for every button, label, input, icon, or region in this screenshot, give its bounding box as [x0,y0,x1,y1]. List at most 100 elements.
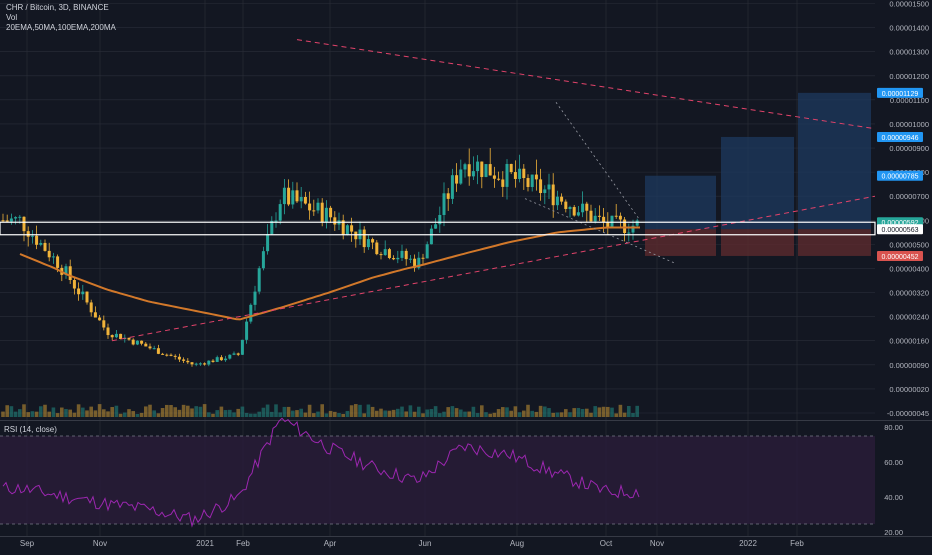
volume-bar [181,404,186,417]
candle-body [219,357,223,361]
candle-body [366,239,370,248]
candle-body [492,175,496,179]
candle-body [148,346,152,349]
candle-body [362,229,366,248]
candle-body [308,203,312,211]
time-tick-label: 2021 [196,539,214,548]
entry-zone-box [0,221,876,236]
candle-body [47,250,51,258]
wedge-upper-line [555,102,641,221]
candle-body [30,235,34,237]
volume-bar [370,406,375,417]
moving-average-line [19,226,640,321]
price-tick-label: -0.00000045 [887,409,929,418]
volume-bar [408,405,413,417]
candle-body [236,353,240,355]
volume-bar [417,406,421,417]
candle-body [593,215,597,222]
volume-bar [534,411,539,417]
candle-body [497,178,501,180]
volume-bar [211,413,215,417]
candle-body [282,187,286,205]
volume-bar [60,407,64,417]
volume-bar [76,404,81,417]
volume-bar [316,411,320,417]
candle-body [249,304,253,322]
volume-bar [303,412,308,417]
volume-bar [148,404,152,417]
candle-body [257,268,261,292]
candle-body [316,202,320,211]
candle-body [446,193,450,199]
volume-bar [576,407,581,417]
rsi-tick-label: 20.00 [884,528,903,537]
candle-body [77,288,81,295]
price-tag-label: 0.00000592 [882,220,919,227]
candle-body [64,266,68,275]
volume-bar [396,408,400,417]
candle-body [438,214,442,225]
candle-body [568,207,572,209]
long-stop-zone [721,229,794,256]
candle-body [182,359,186,361]
volume-bar [110,407,114,417]
volume-bar [274,404,278,417]
candle-body [165,354,169,356]
volume-bar [421,413,425,417]
candle-body [102,320,106,328]
time-tick-label: 2022 [739,539,757,548]
price-tick-label: 0.00000240 [889,313,929,322]
candle-body [224,358,228,361]
candle-body [484,164,488,177]
candle-body [345,225,349,235]
long-target-zone [721,136,794,230]
price-tag-label: 0.00000946 [882,135,919,142]
volume-bar [18,409,22,417]
volume-bar [291,410,295,417]
volume-bar [328,410,333,417]
volume-bar [249,413,253,417]
volume-bar [282,406,287,417]
moving-average-label: 20EMA,50MA,100EMA,200MA [6,23,116,32]
volume-bar [127,409,131,417]
volume-bar [114,405,119,417]
volume-bar [160,407,165,417]
candle-body [501,179,505,187]
candle-body [43,242,47,251]
candle-body [350,225,354,232]
candle-body [434,224,438,229]
volume-bar [228,409,232,417]
volume-bar [97,404,102,417]
candle-body [488,164,492,176]
volume-bar [580,408,585,417]
candle-body [589,210,593,222]
rsi-band [0,436,875,524]
volume-bar [480,405,484,417]
volume-bar [307,404,312,417]
volume-bar [93,410,98,417]
candle-body [173,355,177,357]
candle-body [114,333,118,338]
volume-bar [345,410,350,417]
volume-bar [123,412,127,417]
candle-body [371,239,375,243]
candle-body [383,249,387,256]
volume-bar [526,404,530,417]
volume-bar [631,413,635,417]
candle-body [119,333,123,340]
volume-bar [551,412,555,417]
volume-bar [106,411,110,417]
candle-body [303,196,307,204]
volume-bar [144,406,148,417]
resistance-trendline [296,39,876,130]
candle-body [156,348,160,354]
candle-body [341,220,345,235]
candle-body [228,354,232,359]
candle-body [526,178,530,187]
candle-body [131,339,135,345]
candle-body [324,207,328,223]
candle-body [203,363,207,365]
price-tag-badge [877,224,923,235]
candle-body [51,256,55,258]
